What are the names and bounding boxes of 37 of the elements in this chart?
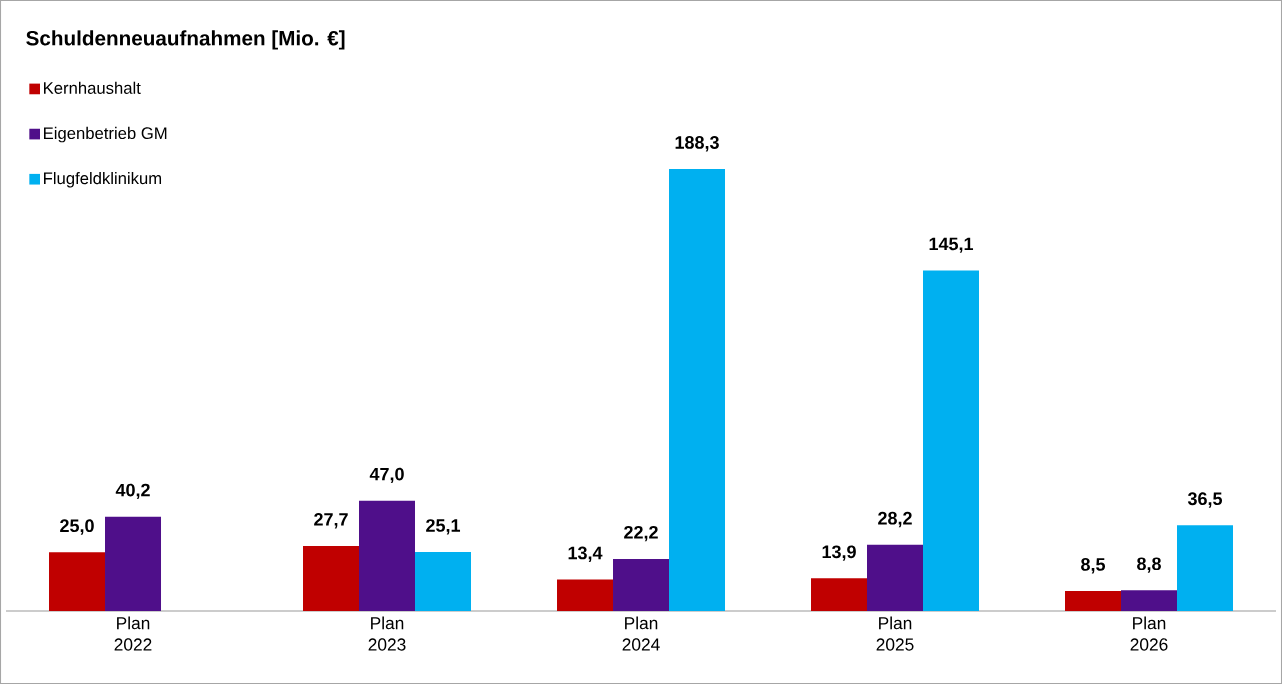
x-tick-label: Plan 2022 [114, 616, 152, 651]
data-label: 13,9 [822, 545, 856, 561]
data-label: 27,7 [314, 513, 348, 529]
data-label: 188,3 [675, 136, 719, 152]
data-label: 22,2 [624, 525, 658, 542]
legend-label: Eigenbetrieb GM [44, 126, 167, 143]
data-label: 25,1 [426, 519, 461, 535]
x-tick-label: Plan 2026 [1130, 616, 1168, 651]
data-label: 25,0 [60, 519, 94, 535]
data-label: 8,5 [1081, 558, 1106, 574]
x-tick-label: Plan 2024 [622, 616, 660, 651]
data-label: 8,8 [1137, 557, 1161, 573]
data-label: 36,5 [1187, 492, 1223, 508]
bar [359, 500, 416, 611]
bar [105, 516, 162, 611]
bar [613, 558, 670, 611]
legend-label: Flugfeldklinikum [44, 171, 162, 188]
bar [557, 579, 614, 611]
chart-title: Schuldenneuaufnahmen [Mio. €] [26, 30, 345, 50]
bar [811, 578, 867, 611]
bar [303, 545, 360, 611]
x-tick-label: Plan 2023 [368, 616, 406, 651]
legend-label: Kernhaushalt [44, 81, 141, 94]
bar [415, 552, 472, 611]
data-label: 145,1 [929, 237, 974, 253]
bar [923, 270, 979, 611]
data-label: 13,4 [568, 546, 603, 562]
bar [1177, 525, 1233, 611]
data-label: 28,2 [878, 511, 912, 528]
x-tick-label: Plan 2025 [876, 616, 914, 651]
bar [1065, 591, 1121, 611]
bar [1121, 590, 1177, 611]
data-label: 40,2 [115, 483, 150, 500]
bar [867, 544, 923, 611]
data-label: 47,0 [369, 467, 404, 484]
bar [669, 169, 726, 611]
bar [49, 552, 106, 611]
